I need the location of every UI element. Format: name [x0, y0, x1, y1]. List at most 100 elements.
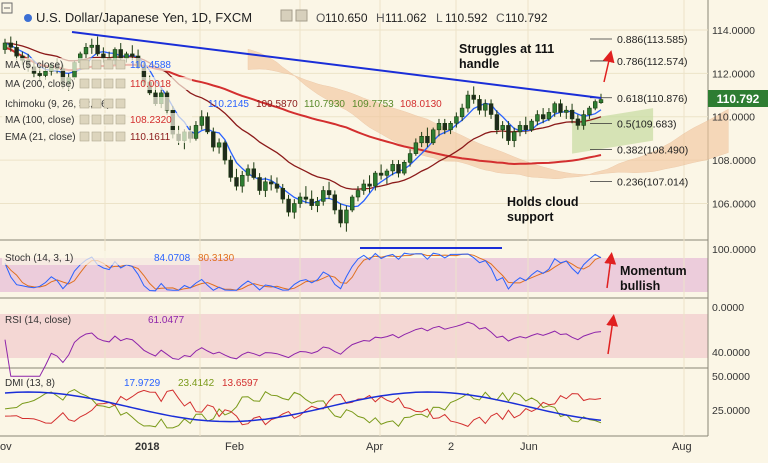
candle-body — [211, 131, 216, 148]
candle-body — [309, 198, 314, 206]
collapse-icon[interactable] — [1, 2, 13, 14]
candle-body — [332, 194, 337, 211]
indicator-control-icon — [91, 131, 102, 142]
candle-body — [344, 209, 349, 224]
time-axis-label: ov — [0, 441, 12, 453]
arrow-up-price — [602, 50, 615, 83]
candle-body — [89, 44, 95, 48]
osc-axis-label: 50.0000 — [712, 371, 750, 383]
indicator-value: 109.7753 — [352, 99, 394, 110]
dmi-plus-line — [4, 391, 602, 423]
rsi-label: RSI (14, close) — [5, 315, 71, 326]
settings-icon[interactable] — [295, 9, 308, 22]
candle-body — [234, 177, 239, 187]
last-price-tag — [708, 90, 768, 107]
indicator-control-icon — [79, 59, 90, 70]
indicator-value: 110.2145 — [208, 99, 249, 110]
candle-body — [14, 47, 19, 57]
candle-body — [367, 183, 372, 187]
candle-body — [483, 103, 488, 111]
candle-body — [454, 116, 459, 124]
candle-body — [326, 190, 332, 196]
stoch-label: Stoch (14, 3, 1) — [5, 253, 73, 264]
ohlc-value: 111.062 — [385, 11, 427, 25]
chart-header: U.S. Dollar/Japanese Yen, 1D, FXCM O 110.… — [1, 2, 548, 25]
candle-body — [240, 175, 245, 187]
rsi-band — [0, 314, 708, 358]
fib-level-label: 0.618(110.876) — [617, 93, 687, 105]
arrow-up-stoch — [604, 252, 617, 289]
stoch-d-value: 80.3130 — [198, 253, 235, 264]
candle-body — [361, 183, 366, 191]
stoch-k-value: 84.0708 — [154, 253, 191, 264]
candle-body — [494, 114, 500, 131]
price-axis-label: 106.0000 — [712, 198, 756, 210]
candle-body — [222, 142, 228, 161]
indicator-control-icon — [103, 98, 114, 109]
indicator-control-icon — [103, 78, 114, 89]
candle-body — [124, 53, 129, 59]
indicator-control-icon — [79, 114, 90, 125]
candle-body — [517, 125, 523, 133]
indicator-label: Ichimoku (9, 26, 52, 26) — [5, 99, 110, 110]
candle-body — [2, 42, 8, 50]
indicator-control-icon — [115, 59, 126, 70]
dmi-minus-value: 23.4142 — [178, 378, 215, 389]
candle-body — [558, 103, 563, 113]
candle-body — [292, 203, 297, 213]
candle-body — [303, 196, 309, 200]
candle-body — [396, 164, 401, 174]
candle-body — [378, 172, 384, 176]
candle-body — [529, 120, 534, 131]
candle-body — [257, 177, 262, 191]
indicator-control-icon — [115, 78, 126, 89]
indicator-control-icon — [115, 114, 126, 125]
indicator-label: MA (200, close) — [5, 79, 74, 90]
candle-body — [592, 101, 598, 109]
candle-body — [575, 118, 581, 126]
ohlc-value: 110.792 — [505, 11, 548, 25]
time-axis-label: Feb — [225, 441, 244, 453]
annotation-holds: Holds cloud support — [507, 195, 582, 224]
candle-body — [459, 107, 465, 118]
candle-body — [83, 47, 89, 55]
candle-body — [477, 99, 482, 111]
candle-body — [280, 188, 285, 200]
time-axis-label: Aug — [672, 441, 692, 453]
eye-icon[interactable] — [280, 9, 293, 22]
candle-body — [130, 53, 135, 57]
candle-body — [587, 107, 592, 115]
candle-body — [274, 183, 280, 189]
candle-body — [523, 125, 529, 131]
candle-body — [193, 125, 199, 139]
candle-body — [598, 99, 604, 103]
candle-body — [430, 129, 436, 144]
annotation-struggles: Struggles at 111 handle — [459, 42, 558, 71]
fib-level-label: 0.5(109.683) — [617, 119, 677, 131]
candle-body — [349, 196, 355, 211]
candle-body — [205, 116, 210, 133]
candle-body — [286, 198, 291, 213]
indicator-value: 110.4588 — [130, 60, 171, 71]
indicator-control-icon — [91, 59, 102, 70]
candle-body — [355, 190, 361, 198]
indicator-control-icon — [91, 98, 102, 109]
candle-body — [506, 125, 511, 141]
indicator-control-icon — [79, 98, 90, 109]
candle-body — [384, 170, 390, 176]
fib-level-label: 0.382(108.490) — [617, 144, 688, 156]
candle-body — [199, 116, 204, 126]
indicator-value: 110.1611 — [130, 132, 171, 143]
dmi-adx-value: 13.6597 — [222, 378, 259, 389]
candle-body — [442, 123, 447, 131]
candle-body — [8, 42, 13, 48]
ohlc-value: 110.592 — [445, 11, 488, 25]
candle-body — [436, 123, 442, 131]
resistance-trendline — [71, 31, 602, 99]
osc-axis-label: 40.0000 — [712, 347, 750, 359]
indicator-control-icon — [103, 131, 114, 142]
arrow-up-rsi — [606, 314, 619, 355]
fib-level-label: 0.786(112.574) — [617, 56, 687, 68]
symbol-dot-icon — [24, 14, 32, 22]
candle-body — [216, 142, 222, 148]
